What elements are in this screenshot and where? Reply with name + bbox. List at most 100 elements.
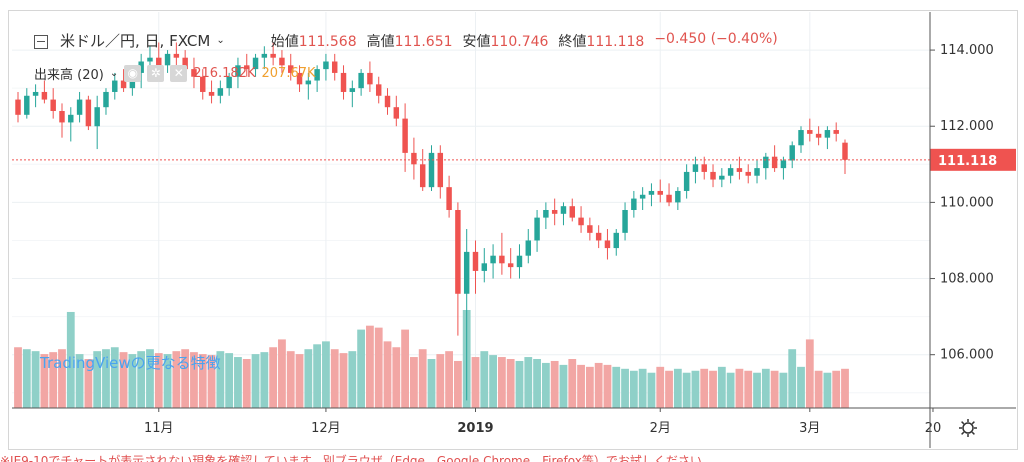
volume-bar bbox=[515, 360, 524, 408]
volume-bar bbox=[339, 353, 348, 408]
candle-body bbox=[789, 145, 795, 161]
candle-body bbox=[244, 65, 250, 70]
volume-bar bbox=[163, 354, 172, 408]
volume-bar bbox=[322, 341, 330, 408]
candle-body bbox=[41, 91, 48, 100]
volume-bar bbox=[735, 368, 744, 408]
volume-bar bbox=[541, 362, 550, 408]
volume-bar bbox=[647, 372, 656, 408]
volume-bar bbox=[682, 372, 691, 408]
close-icon[interactable]: ✕ bbox=[170, 65, 188, 82]
promo-link[interactable]: TradingViewの更なる特徴 bbox=[40, 354, 221, 372]
symbol-title[interactable]: 米ドル／円, 日, FXCM bbox=[60, 32, 211, 50]
volume-bar bbox=[709, 370, 717, 408]
volume-bar bbox=[726, 372, 735, 408]
candle-body bbox=[543, 210, 549, 218]
candle-body bbox=[226, 76, 232, 89]
close-value: 111.118 bbox=[586, 33, 645, 50]
bottom-notice: ※IE9-10でチャートが表示されない現象を確認しています。別ブラウザ（Edge… bbox=[0, 454, 714, 462]
candle-body bbox=[331, 61, 338, 73]
chevron-down-icon[interactable]: ⌄ bbox=[216, 35, 225, 46]
candle-body bbox=[463, 251, 470, 294]
chevron-down-icon[interactable]: ⌄ bbox=[109, 68, 119, 79]
candle-body bbox=[446, 187, 452, 210]
volume-bar bbox=[286, 351, 295, 408]
volume-bar bbox=[524, 357, 533, 408]
low-label: 安値 bbox=[462, 33, 491, 50]
volume-label[interactable]: 出来高 (20) bbox=[34, 68, 104, 83]
candle-body bbox=[367, 72, 373, 85]
volume-bar bbox=[401, 329, 410, 408]
volume-bar bbox=[788, 349, 797, 408]
last-price-badge bbox=[930, 148, 1016, 171]
candle-body bbox=[208, 91, 215, 96]
candle-body bbox=[323, 61, 329, 70]
volume-bar bbox=[31, 351, 40, 408]
last-price-label: 111.118 bbox=[938, 154, 997, 169]
y-tick-label: 114.000 bbox=[940, 43, 994, 58]
candle-body bbox=[305, 80, 312, 85]
candle-body bbox=[534, 217, 540, 241]
candle-body bbox=[551, 210, 558, 214]
candle-body bbox=[314, 69, 320, 81]
collapse-icon[interactable] bbox=[34, 34, 48, 49]
volume-bar bbox=[577, 364, 585, 408]
candle-body bbox=[763, 156, 769, 169]
candle-body bbox=[754, 168, 760, 176]
candle-body bbox=[138, 61, 144, 73]
volume-bar bbox=[621, 368, 629, 408]
candle-body bbox=[710, 171, 716, 180]
eye-icon[interactable]: ◉ bbox=[124, 65, 142, 82]
candle-body bbox=[622, 210, 628, 233]
candle-body bbox=[252, 57, 259, 70]
y-tick-label: 110.000 bbox=[940, 195, 994, 210]
candle-body bbox=[32, 91, 39, 96]
candle-body bbox=[578, 217, 584, 226]
candle-body bbox=[824, 130, 831, 138]
volume-bar bbox=[14, 347, 22, 408]
volume-bar bbox=[489, 355, 497, 408]
volume-bar bbox=[497, 357, 506, 408]
candle-body bbox=[76, 99, 83, 115]
volume-bar bbox=[75, 354, 84, 408]
volume-bar bbox=[181, 349, 190, 408]
candle-body bbox=[780, 160, 787, 169]
volume-bar bbox=[533, 359, 541, 408]
volume-bar bbox=[471, 357, 480, 408]
volume-bar bbox=[392, 347, 401, 408]
close-label: 終値 bbox=[558, 33, 587, 50]
candle-body bbox=[270, 53, 276, 58]
candle-body bbox=[296, 72, 303, 85]
volume-bar bbox=[603, 364, 612, 408]
volume-bar bbox=[410, 357, 418, 408]
candle-body bbox=[719, 175, 725, 180]
candle-body bbox=[375, 84, 382, 96]
candle-body bbox=[745, 171, 751, 176]
volume-bar bbox=[207, 355, 216, 408]
candle-body bbox=[419, 164, 426, 188]
volume-bar bbox=[357, 329, 366, 408]
volume-bar bbox=[427, 359, 436, 408]
candle-body bbox=[200, 76, 206, 92]
settings-gear-icon[interactable] bbox=[957, 417, 979, 439]
volume-bar bbox=[629, 370, 638, 408]
volume-bar bbox=[260, 352, 269, 408]
candle-body bbox=[94, 107, 100, 127]
candle-body bbox=[455, 210, 461, 294]
candle-body bbox=[15, 99, 21, 115]
volume-bar bbox=[594, 362, 603, 408]
gear-icon[interactable]: ✲ bbox=[147, 65, 165, 82]
volume-bar bbox=[797, 366, 805, 408]
candle-body bbox=[683, 171, 690, 191]
candle-body bbox=[384, 95, 391, 108]
candle-body bbox=[639, 194, 646, 199]
x-tick-label: 3月 bbox=[799, 421, 820, 436]
volume-bar bbox=[154, 353, 163, 408]
volume-bar bbox=[841, 368, 849, 408]
candle-body bbox=[604, 240, 611, 249]
volume-bar bbox=[717, 366, 726, 408]
candle-body bbox=[490, 255, 496, 264]
x-tick-label: 11月 bbox=[144, 421, 174, 436]
volume-bar bbox=[638, 368, 647, 408]
